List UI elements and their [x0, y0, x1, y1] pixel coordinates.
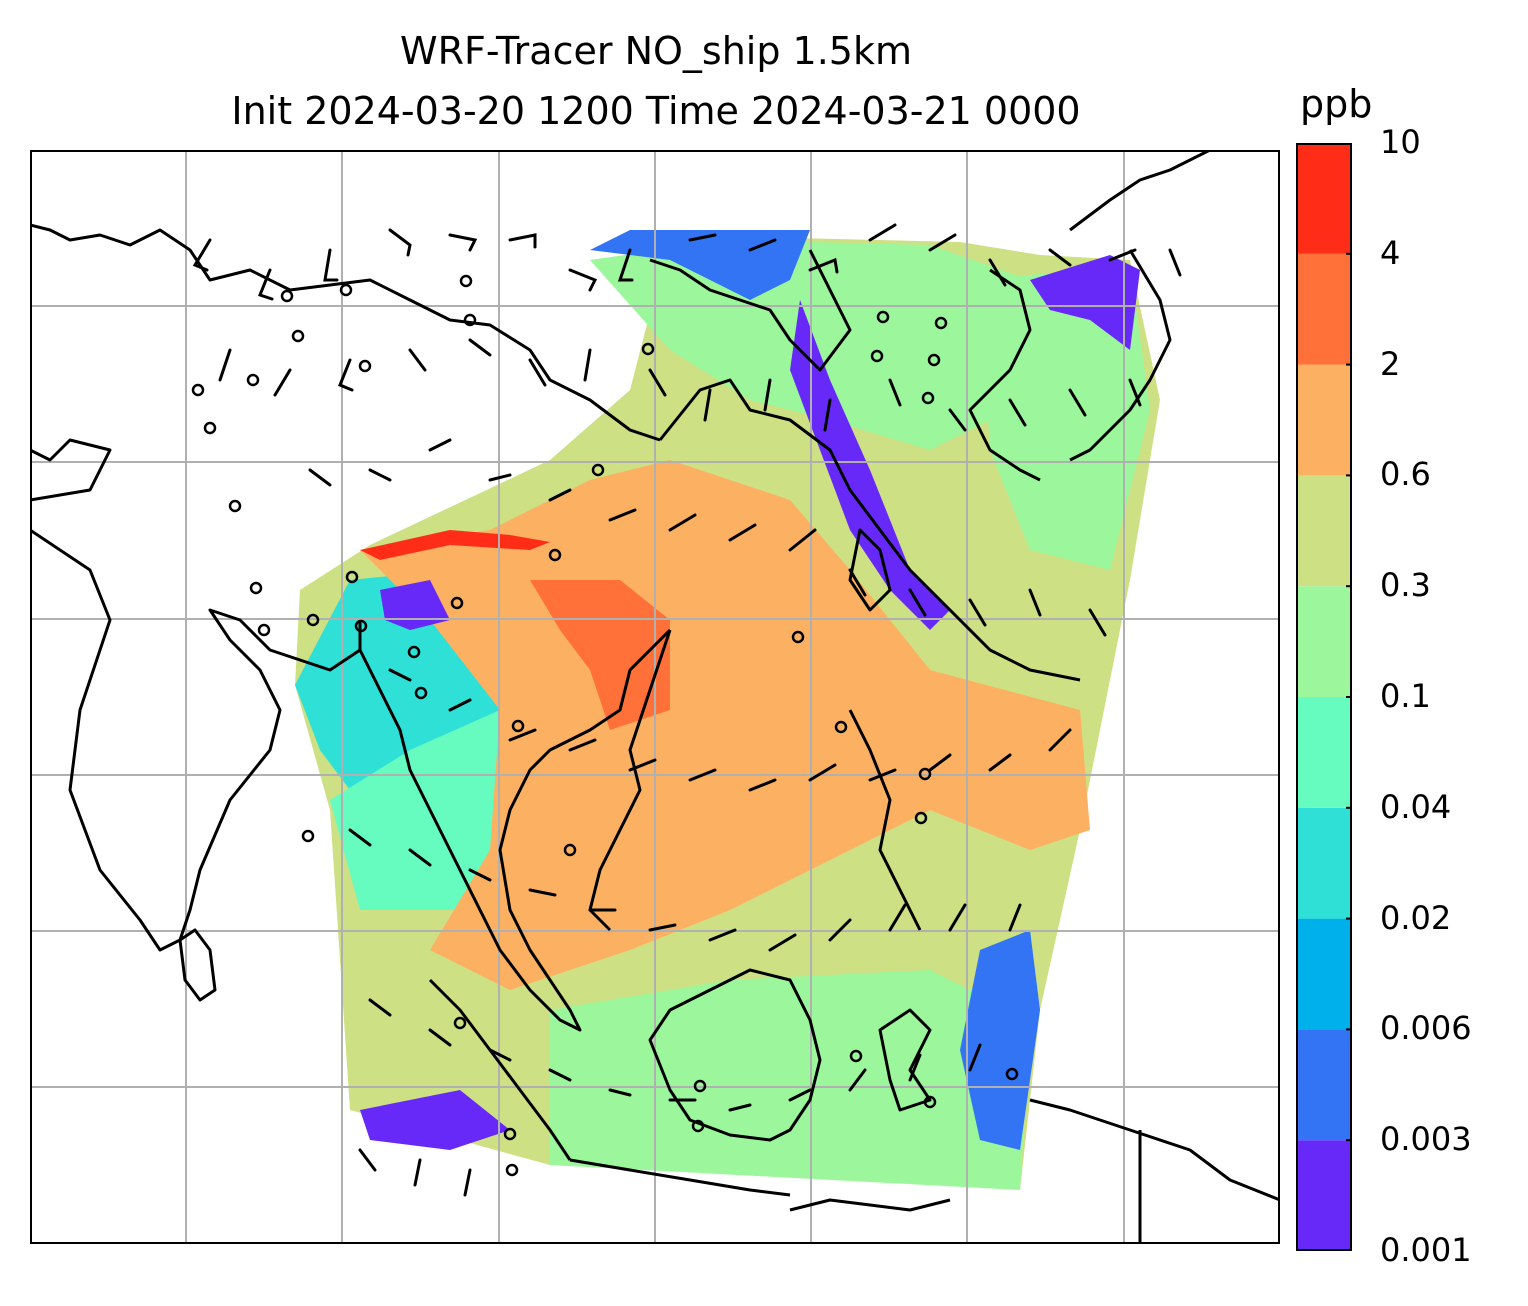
map-panel — [30, 150, 1280, 1244]
coastline-borneo — [648, 968, 822, 1142]
colorbar-tick-label: 0.3 — [1380, 566, 1431, 605]
coastline-sulawesi — [878, 1008, 932, 1112]
map-border — [30, 150, 1280, 1244]
coastline-sumatra — [428, 978, 572, 1161]
colorbar-segment — [1296, 697, 1352, 808]
wind-barbs — [192, 223, 1182, 1197]
coastline-java — [569, 1158, 791, 1197]
colorbar-segment — [1296, 807, 1352, 919]
coastline-philippines — [848, 709, 922, 931]
colorbar-segment — [1296, 1029, 1352, 1141]
colorbar-tick-label: 0.02 — [1380, 898, 1452, 937]
coastline-japan — [1069, 150, 1211, 462]
colorbar-segment — [1296, 918, 1352, 1030]
coastline-vietnam — [588, 629, 672, 932]
coastline-indochina — [358, 628, 672, 1032]
gridlines — [30, 150, 1280, 1244]
colorbar-segment — [1296, 586, 1352, 697]
coastline-arabia — [30, 438, 112, 502]
map-title-line-1: WRF-Tracer NO_ship 1.5km — [400, 29, 912, 73]
tracer-field-clean-strait — [790, 300, 950, 630]
coastline-srilanka — [178, 928, 217, 1002]
colorbar-tick-label: 10 — [1380, 123, 1421, 161]
colorbar-segment — [1296, 143, 1352, 254]
tracer-field-band-green-south — [550, 970, 1030, 1190]
colorbar-segment — [1296, 253, 1352, 365]
coastline-korea — [968, 268, 1041, 482]
colorbar-segment — [1296, 475, 1352, 587]
colorbar-tick-label: 0.003 — [1380, 1120, 1472, 1159]
tracer-field-clean-south-patch — [360, 1090, 510, 1150]
coastline-lesser-sunda — [789, 1198, 951, 1212]
tracer-field-band-green-east — [980, 265, 1150, 570]
calm-markers — [191, 274, 1019, 1177]
colorbar-tick-label: 0.006 — [1380, 1009, 1472, 1048]
colorbar-unit-label: ppb — [1300, 82, 1373, 126]
tracer-field — [295, 230, 1160, 1190]
colorbar-tick-label: 0.04 — [1380, 787, 1452, 826]
tracer-field-clean-northeast — [1030, 255, 1140, 350]
tracer-field-ship-lane-red — [360, 530, 550, 560]
coastline-china-south — [658, 378, 1081, 682]
colorbar-tick-label: 2 — [1380, 344, 1401, 383]
colorbar-tick-label: 0.1 — [1380, 677, 1431, 715]
coastline-india — [30, 528, 362, 952]
colorbar-segment — [1296, 1140, 1352, 1251]
map-title-line-2: Init 2024-03-20 1200 Time 2024-03-21 000… — [231, 89, 1081, 133]
colorbar — [1296, 143, 1352, 1251]
tracer-field-band-red-orange — [530, 580, 670, 730]
colorbar-segment — [1296, 364, 1352, 476]
tracer-field-clean-southeast — [960, 930, 1040, 1150]
coastlines — [30, 150, 1280, 1244]
coastline-china-east — [649, 249, 852, 372]
colorbar-tick-label: 4 — [1380, 233, 1401, 272]
coastline-gulf — [30, 223, 661, 442]
coastline-newguinea — [1029, 1098, 1280, 1244]
colorbar-tick-label: 0.001 — [1380, 1231, 1472, 1269]
colorbar-tick-label: 0.6 — [1380, 455, 1431, 494]
tracer-field-clean-west-patch — [380, 580, 450, 630]
